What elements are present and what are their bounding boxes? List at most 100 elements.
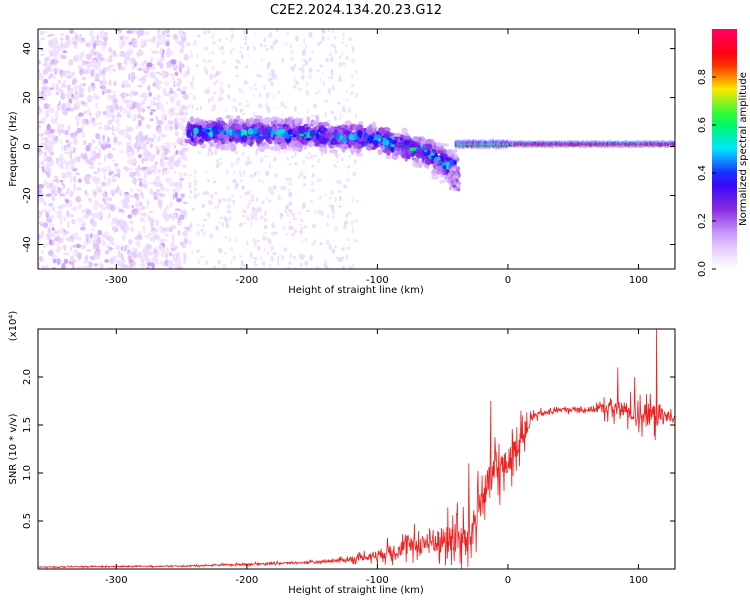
noise-cell [41, 266, 46, 269]
noise-cell [49, 73, 54, 78]
faint-noise-cell [294, 162, 298, 166]
faint-noise-cell [285, 178, 290, 181]
faint-noise-cell [215, 71, 220, 76]
x-tick-label: -200 [236, 575, 259, 586]
colorbar-tick-label: 0.6 [697, 117, 708, 133]
noise-cell [107, 214, 110, 219]
faint-noise-cell [258, 179, 261, 183]
noise-cell [91, 85, 95, 92]
band-cell [394, 142, 401, 147]
faint-noise-cell [326, 222, 329, 227]
noise-cell [155, 145, 160, 151]
faint-noise-cell [211, 35, 214, 39]
band-cell [403, 135, 411, 140]
faint-noise-cell [227, 83, 230, 88]
noise-cell [48, 223, 55, 227]
noise-cell [97, 236, 101, 245]
noise-cell [38, 213, 42, 217]
noise-cell [144, 31, 150, 35]
faint-noise-cell [270, 80, 274, 87]
noise-cell [182, 252, 186, 256]
noise-cell [51, 43, 58, 51]
faint-noise-cell [218, 157, 222, 161]
noise-cell [79, 83, 82, 91]
faint-noise-cell [270, 32, 272, 36]
noise-cell [165, 29, 170, 34]
noise-cell [176, 88, 182, 92]
faint-noise-cell [201, 231, 206, 235]
band-cell [390, 144, 395, 148]
faint-noise-cell [221, 51, 225, 55]
noise-cell [56, 241, 60, 248]
noise-cell [170, 73, 174, 77]
band-cell [209, 143, 214, 147]
faint-noise-cell [339, 55, 341, 59]
noise-cell [121, 83, 125, 89]
faint-noise-cell [334, 196, 337, 203]
faint-noise-cell [288, 261, 292, 266]
noise-cell [89, 117, 93, 124]
noise-cell [61, 82, 66, 89]
faint-noise-cell [298, 67, 301, 71]
faint-noise-cell [342, 33, 345, 36]
noise-cell [45, 193, 52, 197]
noise-cell [120, 245, 124, 252]
band-cell [193, 136, 198, 142]
noise-cell [171, 234, 175, 241]
noise-cell [136, 174, 142, 177]
noise-cell [57, 205, 64, 210]
faint-noise-cell [351, 84, 354, 88]
noise-cell [69, 29, 74, 34]
noise-cell [147, 166, 154, 171]
noise-cell [179, 106, 184, 113]
noise-cell [83, 266, 86, 269]
snr-panel: -300 -200 -100 0 100 0.51.01.52.0 Height of … [8, 311, 676, 596]
noise-cell [151, 230, 157, 237]
noise-cell [43, 157, 47, 162]
faint-noise-cell [294, 152, 297, 157]
noise-cell [101, 181, 107, 187]
noise-cell [92, 243, 96, 249]
noise-cell [165, 101, 169, 105]
noise-cell [68, 107, 75, 112]
noise-cell [149, 71, 156, 79]
band-cell [295, 129, 299, 136]
faint-noise-cell [256, 245, 261, 251]
faint-noise-cell [288, 221, 291, 224]
noise-cell [123, 225, 130, 232]
band-cell [329, 148, 338, 154]
noise-cell [155, 219, 159, 227]
noise-cell [176, 252, 181, 260]
band-cell [356, 123, 363, 130]
band-cell [344, 145, 348, 150]
noise-cell [178, 172, 182, 178]
noise-cell [137, 164, 141, 171]
noise-cell [87, 142, 92, 147]
noise-cell [141, 61, 144, 67]
noise-cell [151, 169, 156, 173]
faint-noise-cell [218, 38, 221, 42]
faint-noise-cell [337, 101, 341, 105]
band-cell [429, 151, 435, 156]
noise-cell [141, 77, 146, 85]
band-cell [448, 164, 452, 169]
noise-cell [115, 244, 120, 250]
noise-cell [139, 181, 143, 187]
faint-noise-cell [203, 57, 206, 64]
noise-cell [72, 187, 75, 193]
faint-noise-cell [274, 231, 278, 235]
faint-noise-cell [195, 249, 200, 253]
noise-cell [41, 249, 44, 254]
band-cell [193, 127, 199, 135]
noise-cell [144, 234, 151, 239]
noise-cell [107, 119, 113, 125]
band-cell [424, 157, 432, 166]
faint-noise-cell [270, 255, 274, 262]
band-cell [241, 134, 248, 143]
faint-noise-cell [333, 164, 336, 167]
noise-cell [88, 162, 94, 166]
faint-noise-cell [295, 80, 299, 86]
noise-cell [109, 257, 115, 265]
noise-cell [71, 86, 77, 91]
noise-cell [146, 243, 150, 249]
